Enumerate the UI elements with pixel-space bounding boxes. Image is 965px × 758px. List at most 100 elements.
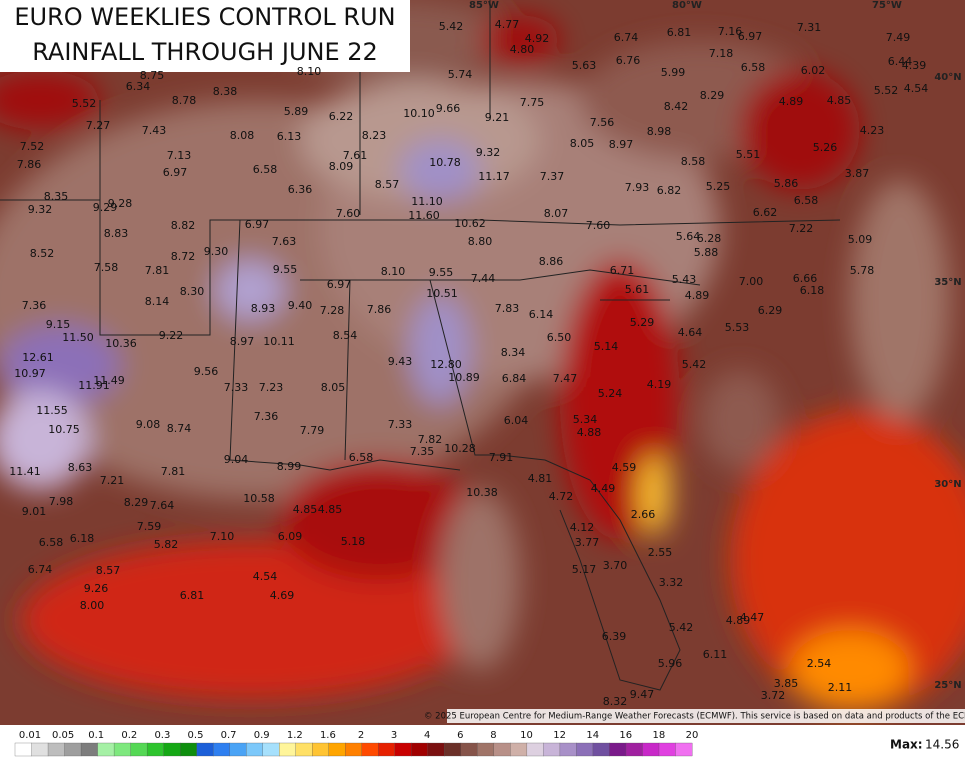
rain-label: 8.00: [80, 599, 105, 612]
rain-label: 11.50: [62, 331, 94, 344]
rain-label: 5.61: [625, 283, 650, 296]
rain-label: 10.78: [429, 156, 461, 169]
rain-label: 6.22: [329, 110, 354, 123]
rain-label: 7.60: [336, 207, 361, 220]
rain-label: 9.32: [476, 146, 501, 159]
rain-label: 2.54: [807, 657, 832, 670]
rain-label: 7.23: [259, 381, 284, 394]
rain-label: 6.58: [253, 163, 278, 176]
rain-label: 8.05: [321, 381, 346, 394]
rain-label: 9.28: [108, 197, 133, 210]
rain-label: 11.60: [408, 209, 440, 222]
rain-label: 8.99: [277, 460, 302, 473]
rain-label: 9.01: [22, 505, 47, 518]
rain-label: 5.53: [725, 321, 750, 334]
rain-label: 7.43: [142, 124, 167, 137]
legend-swatch: [642, 742, 660, 757]
rain-label: 10.36: [105, 337, 137, 350]
rain-label: 7.81: [145, 264, 170, 277]
rain-label: 7.18: [709, 47, 734, 60]
rain-label: 6.36: [288, 183, 313, 196]
rain-label: 7.91: [489, 451, 514, 464]
rain-label: 4.12: [570, 521, 595, 534]
rain-label: 7.86: [367, 303, 392, 316]
rain-label: 8.58: [681, 155, 706, 168]
rain-label: 4.77: [495, 18, 520, 31]
rain-label: 4.19: [647, 378, 672, 391]
legend-swatch: [394, 742, 412, 757]
legend-swatch: [212, 742, 231, 757]
rain-label: 7.36: [254, 410, 279, 423]
rain-label: 5.18: [341, 535, 366, 548]
rain-label: 6.84: [502, 372, 527, 385]
rain-label: 8.07: [544, 207, 569, 220]
rain-label: 5.78: [850, 264, 875, 277]
rain-label: 8.57: [96, 564, 121, 577]
rain-label: 4.23: [860, 124, 885, 137]
rain-label: 6.74: [28, 563, 53, 576]
rain-label: 5.82: [154, 538, 179, 551]
legend-swatch: [493, 742, 511, 757]
geo-label: 40°N: [934, 72, 961, 83]
rain-label: 8.78: [172, 94, 197, 107]
rain-label: 4.85: [293, 503, 318, 516]
rain-label: 5.89: [284, 105, 309, 118]
rain-label: 12.61: [22, 351, 54, 364]
legend-label: 20: [686, 730, 699, 741]
rain-label: 5.26: [813, 141, 838, 154]
rain-label: 9.43: [388, 355, 413, 368]
rain-label: 5.09: [848, 233, 873, 246]
rain-label: 5.63: [572, 59, 597, 72]
legend-swatch: [378, 742, 396, 757]
legend-swatch: [113, 742, 132, 757]
legend-swatch: [262, 742, 280, 757]
rain-label: 4.54: [904, 82, 929, 95]
rain-label: 8.72: [171, 250, 196, 263]
rain-label: 4.89: [685, 289, 710, 302]
rain-label: 10.28: [444, 442, 476, 455]
rain-label: 5.17: [572, 563, 597, 576]
max-label: Max:: [890, 738, 923, 752]
rain-label: 7.61: [343, 149, 368, 162]
legend-swatch: [246, 742, 264, 757]
rain-label: 4.39: [902, 59, 927, 72]
rain-label: 9.32: [28, 203, 53, 216]
rain-label: 7.60: [586, 219, 611, 232]
rain-label: 3.70: [603, 559, 628, 572]
rain-label: 11.10: [411, 195, 443, 208]
rain-label: 4.69: [270, 589, 295, 602]
rain-label: 9.40: [288, 299, 313, 312]
rain-label: 2.11: [828, 681, 853, 694]
rain-label: 7.58: [94, 261, 119, 274]
rain-label: 8.29: [700, 89, 725, 102]
rain-label: 9.22: [159, 329, 184, 342]
rain-label: 8.29: [124, 496, 149, 509]
rain-label: 6.76: [616, 54, 641, 67]
rain-label: 6.97: [245, 218, 270, 231]
legend-label: 1.6: [320, 730, 336, 741]
rain-label: 10.58: [243, 492, 275, 505]
rain-label: 9.15: [46, 318, 71, 331]
rain-label: 4.81: [528, 472, 553, 485]
rain-label: 5.51: [736, 148, 761, 161]
rain-label: 7.21: [100, 474, 125, 487]
rain-label: 8.09: [329, 160, 354, 173]
rain-label: 8.42: [664, 100, 689, 113]
rain-label: 8.23: [362, 129, 387, 142]
legend-swatch: [47, 742, 65, 757]
rain-label: 8.86: [539, 255, 564, 268]
rain-label: 7.98: [49, 495, 74, 508]
rain-label: 5.29: [630, 316, 655, 329]
rain-label: 9.66: [436, 102, 461, 115]
rain-label: 5.96: [658, 657, 683, 670]
rain-label: 9.21: [485, 111, 510, 124]
geo-label: 30°N: [934, 479, 961, 490]
geo-label: 80°W: [672, 0, 702, 11]
rain-label: 9.26: [84, 582, 109, 595]
rain-label: 6.97: [738, 30, 763, 43]
rain-label: 7.31: [797, 21, 822, 34]
rain-label: 7.86: [17, 158, 42, 171]
legend-label: 16: [619, 730, 632, 741]
legend-swatch: [526, 742, 544, 757]
